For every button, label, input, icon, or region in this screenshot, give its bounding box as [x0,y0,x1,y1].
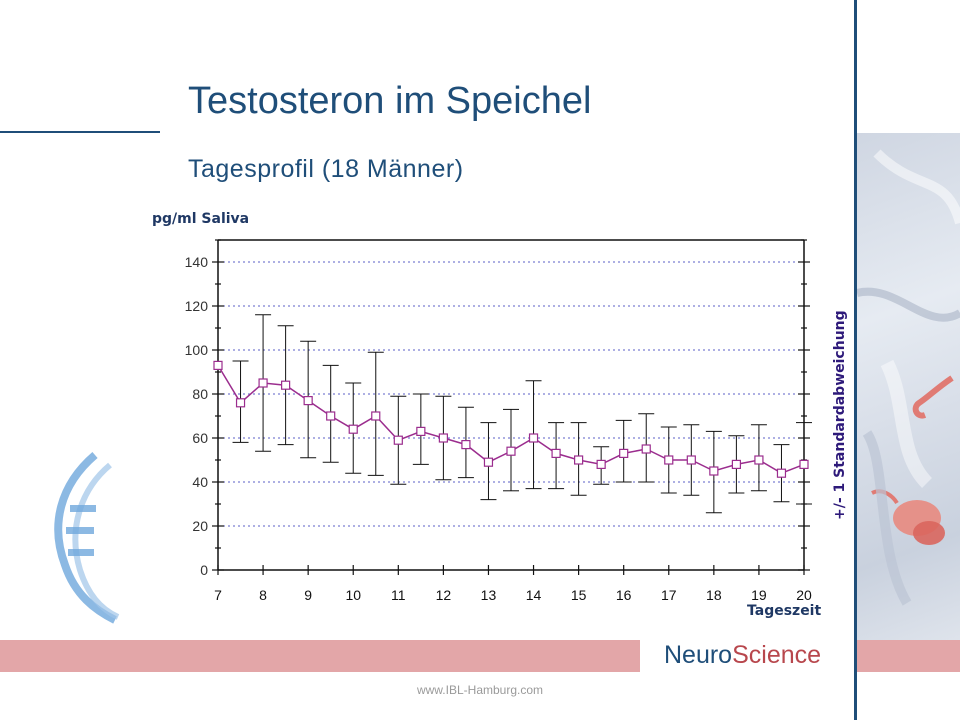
x-tick-label: 9 [304,587,312,603]
dna-helix-logo [54,451,120,624]
data-point [686,455,696,465]
x-tick-label: 14 [526,587,542,603]
data-point [235,398,246,408]
data-point [641,444,651,454]
y-tick-label: 100 [185,342,209,358]
data-point [371,411,381,421]
data-point [416,426,426,436]
x-tick-label: 15 [571,587,587,603]
data-point [281,380,291,390]
data-point [619,448,629,458]
data-point [709,466,719,476]
x-tick-label: 10 [345,587,361,603]
data-point [731,459,741,469]
data-point [664,455,674,465]
data-point [754,455,764,465]
brand-part-2: Science [732,641,822,669]
y-tick-label: 120 [185,298,209,314]
brand-box [640,634,854,678]
data-point [258,378,268,388]
data-point [393,435,403,445]
footer-band-right [857,640,960,672]
y-tick-label: 40 [192,474,208,490]
x-tick-label: 19 [751,587,767,603]
page-title: Testosteron im Speichel [188,80,592,122]
data-point [776,468,787,478]
x-tick-label: 12 [436,587,452,603]
anatomy-illustration [857,133,960,643]
x-axis-label: Tageszeit [747,603,822,619]
y-tick-label: 0 [200,562,208,578]
data-point [303,396,313,406]
website-url: www.IBL-Hamburg.com [416,683,544,697]
x-tick-label: 20 [796,587,812,603]
y-tick-label: 20 [192,518,208,534]
y-tick-label: 60 [192,430,208,446]
data-point [799,459,809,469]
x-tick-label: 8 [259,587,267,603]
x-tick-label: 17 [661,587,677,603]
data-point [326,411,336,421]
data-point [483,457,494,467]
data-point [438,433,448,443]
y-axis-label: pg/ml Saliva [152,211,250,227]
data-point [574,455,584,465]
page-subtitle: Tagesprofil (18 Männer) [188,155,464,183]
brand-logo: NeuroScience [664,641,821,670]
data-point [551,448,561,458]
x-tick-label: 13 [481,587,497,603]
data-point [461,440,471,450]
data-point [506,446,516,456]
data-point [348,424,358,434]
x-tick-label: 7 [214,587,222,603]
data-point [528,433,539,443]
data-point [596,459,606,469]
right-divider [854,0,857,720]
y-tick-label: 140 [185,254,209,270]
title-underline [0,131,160,133]
x-tick-label: 11 [391,587,406,603]
x-tick-label: 18 [706,587,722,603]
data-point [213,360,223,370]
y-tick-label: 80 [192,386,208,402]
x-tick-label: 16 [616,587,632,603]
brand-part-1: Neuro [664,641,733,669]
